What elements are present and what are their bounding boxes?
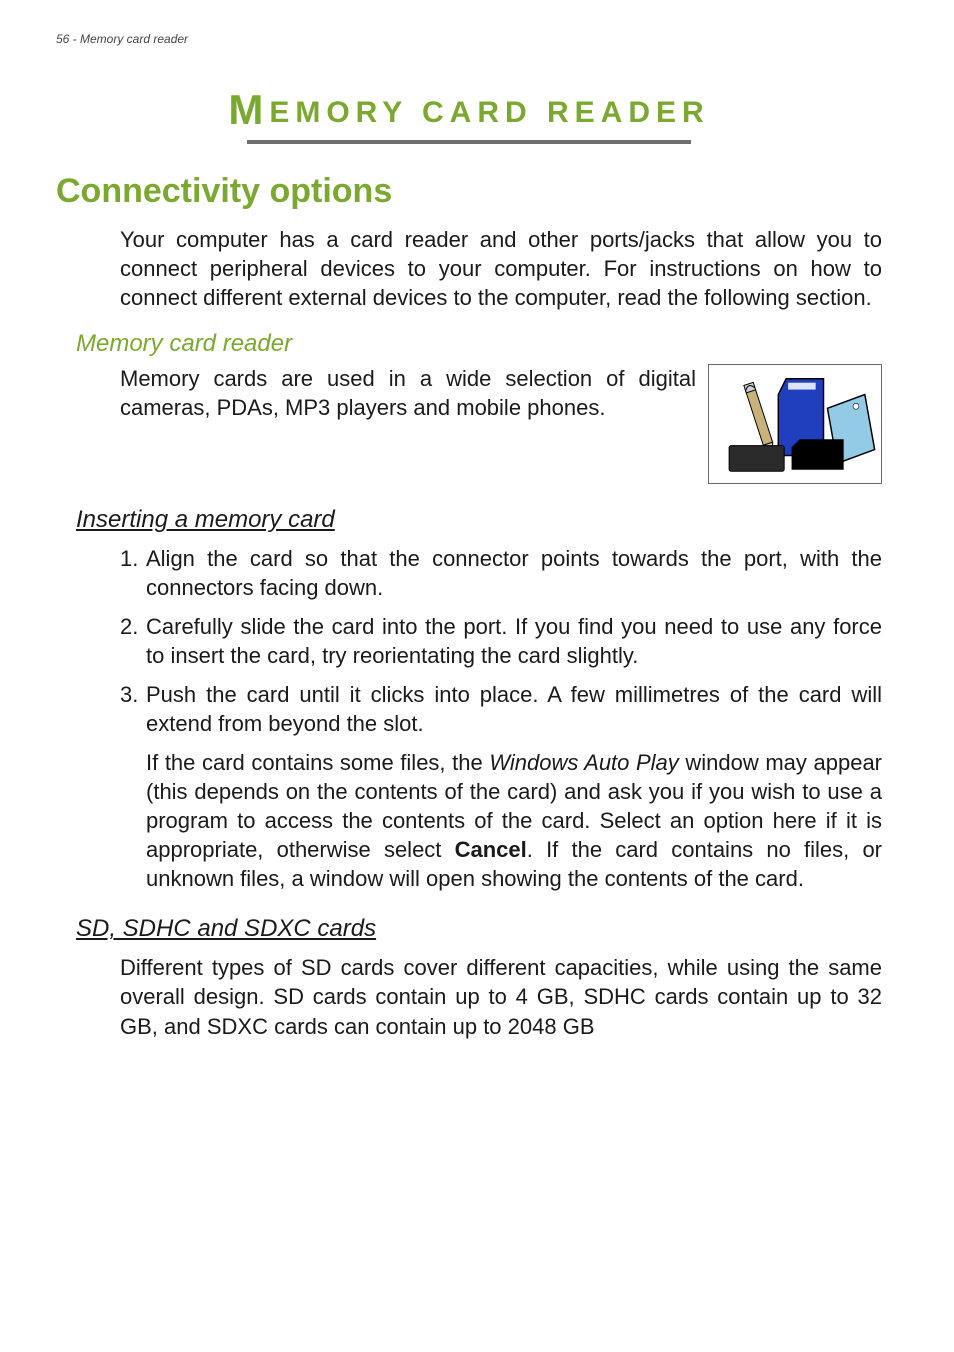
- title-underline: [247, 140, 691, 144]
- list-item: 2. Carefully slide the card into the por…: [120, 612, 882, 670]
- title-cap: M: [228, 86, 269, 133]
- page-title: MEMORY CARD READER: [228, 86, 709, 134]
- list-item: 3. Push the card until it clicks into pl…: [120, 680, 882, 738]
- memory-cards-paragraph: Memory cards are used in a wide selectio…: [120, 364, 702, 422]
- list-text: Carefully slide the card into the port. …: [146, 612, 882, 670]
- list-number: 3.: [120, 680, 146, 738]
- section-heading: Connectivity options: [56, 172, 882, 211]
- bold-run: Cancel: [455, 837, 527, 862]
- list-text: Align the card so that the connector poi…: [146, 544, 882, 602]
- italic-run: Windows Auto Play: [489, 750, 678, 775]
- title-rest: EMORY CARD READER: [269, 96, 709, 129]
- list-number: 1.: [120, 544, 146, 602]
- page-header: 56 - Memory card reader: [56, 32, 882, 46]
- sd-heading: SD, SDHC and SDXC cards: [76, 915, 882, 943]
- sd-paragraph: Different types of SD cards cover differ…: [120, 953, 882, 1040]
- subsection-heading: Memory card reader: [76, 330, 882, 358]
- inserting-heading: Inserting a memory card: [76, 506, 882, 534]
- autoplay-paragraph: If the card contains some files, the Win…: [146, 748, 882, 893]
- intro-paragraph: Your computer has a card reader and othe…: [120, 225, 882, 312]
- memory-cards-icon: [709, 365, 881, 483]
- list-number: 2.: [120, 612, 146, 670]
- text-run: If the card contains some files, the: [146, 750, 489, 775]
- list-text: Push the card until it clicks into place…: [146, 680, 882, 738]
- memory-cards-figure: [708, 364, 882, 484]
- list-item: 1. Align the card so that the connector …: [120, 544, 882, 602]
- page-title-wrap: MEMORY CARD READER: [56, 86, 882, 144]
- ordered-list: 1. Align the card so that the connector …: [120, 544, 882, 738]
